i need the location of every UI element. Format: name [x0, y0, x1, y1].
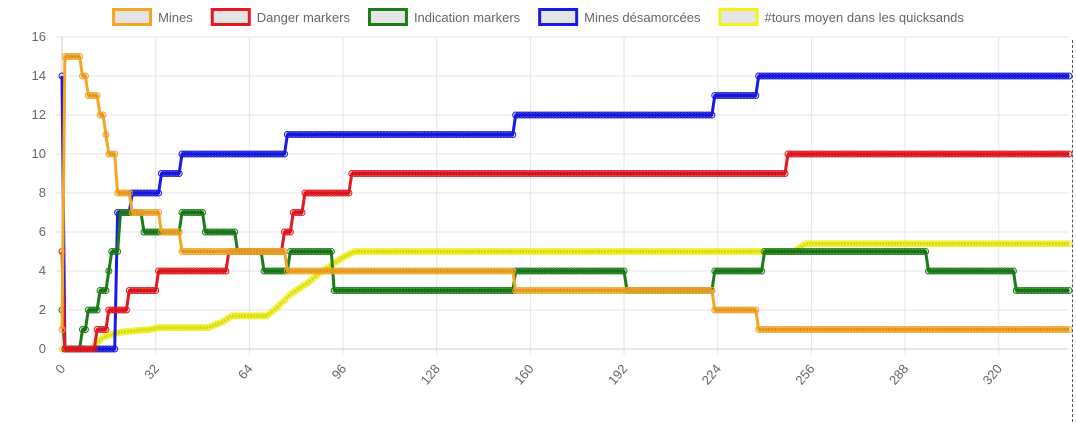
y-tick-label: 6	[39, 224, 46, 239]
x-tick-label: 192	[605, 361, 630, 387]
y-tick-label: 10	[32, 146, 46, 161]
data-point	[752, 306, 760, 314]
legend-item-danger-markers[interactable]: Danger markers	[210, 8, 351, 26]
data-point	[114, 248, 122, 255]
legend-label: #tours moyen dans les quicksands	[764, 10, 964, 25]
x-tick-label: 320	[980, 361, 1005, 387]
data-point	[102, 131, 110, 138]
grid	[56, 36, 1069, 355]
y-tick-label: 0	[39, 341, 46, 356]
x-tick-label: 0	[52, 361, 68, 376]
data-point	[155, 209, 163, 216]
data-point	[286, 228, 294, 236]
legend-swatch	[210, 8, 251, 26]
border-divider	[1072, 40, 1073, 422]
data-point	[111, 150, 119, 158]
series-mines	[58, 53, 1073, 333]
y-tick-label: 12	[32, 107, 46, 122]
data-point	[99, 111, 107, 119]
data-point	[1009, 267, 1017, 275]
data-point	[90, 345, 98, 353]
data-point	[231, 228, 239, 236]
data-point	[76, 53, 84, 60]
y-tick-label: 14	[32, 68, 46, 83]
data-point	[125, 189, 133, 197]
data-point	[102, 287, 110, 294]
x-tick-label: 128	[418, 361, 443, 387]
data-point	[222, 267, 230, 275]
x-tick-label: 288	[886, 361, 911, 387]
x-tick-label: 32	[141, 361, 162, 382]
series-indication-markers	[58, 209, 1073, 353]
data-point	[155, 189, 163, 197]
x-tick-label: 64	[235, 361, 256, 382]
x-tick-label: 256	[792, 361, 817, 387]
legend-swatch	[538, 8, 579, 26]
y-tick-label: 16	[32, 29, 46, 44]
data-point	[327, 248, 335, 255]
data-point	[298, 209, 306, 216]
data-point	[105, 267, 113, 275]
data-point	[81, 72, 89, 80]
data-point	[922, 248, 930, 255]
legend-label: Indication markers	[414, 10, 521, 25]
data-point	[509, 267, 517, 275]
legend-label: Mines désamorcées	[584, 10, 701, 25]
series-danger-markers	[58, 150, 1073, 353]
data-point	[102, 326, 110, 333]
legend-item-indication-markers[interactable]: Indication markers	[367, 8, 521, 26]
x-tick-label: 96	[329, 361, 350, 382]
data-point	[620, 267, 628, 275]
data-point	[152, 287, 160, 294]
data-point	[752, 92, 760, 99]
y-tick-label: 8	[39, 185, 46, 200]
data-point	[175, 170, 183, 177]
data-point	[58, 326, 66, 333]
data-point	[81, 326, 89, 333]
data-point	[175, 228, 183, 236]
series-tours-moyen-dans-les-quicksands	[58, 240, 1073, 353]
legend-label: Mines	[158, 10, 193, 25]
data-point	[708, 287, 716, 294]
data-point	[345, 189, 353, 197]
x-tick-label: 160	[511, 361, 536, 387]
x-tick-label: 224	[699, 361, 724, 387]
data-point	[708, 111, 716, 119]
legend-item-mines-d-samorc-es[interactable]: Mines désamorcées	[538, 8, 701, 26]
data-point	[93, 92, 101, 99]
data-point	[281, 248, 288, 255]
y-tick-label: 4	[39, 263, 46, 278]
data-point	[281, 150, 288, 158]
legend-swatch	[112, 8, 153, 26]
legend-swatch	[367, 8, 408, 26]
data-point	[111, 345, 119, 353]
data-point	[122, 306, 130, 314]
y-tick-label: 2	[39, 302, 46, 317]
legend-item-mines[interactable]: Mines	[112, 8, 194, 26]
data-point	[93, 306, 101, 314]
data-point	[758, 267, 766, 275]
series-line	[62, 242, 1069, 351]
legend-label: Danger markers	[257, 10, 351, 25]
legend-swatch	[718, 8, 759, 26]
legend-item-tours-moyen-dans-les-quicksands[interactable]: #tours moyen dans les quicksands	[718, 8, 964, 26]
data-point	[199, 209, 206, 216]
legend[interactable]: Mines Danger markers Indication markers Min…	[112, 8, 965, 26]
data-point	[781, 170, 789, 177]
data-point	[509, 131, 517, 138]
series-lines	[58, 53, 1073, 353]
